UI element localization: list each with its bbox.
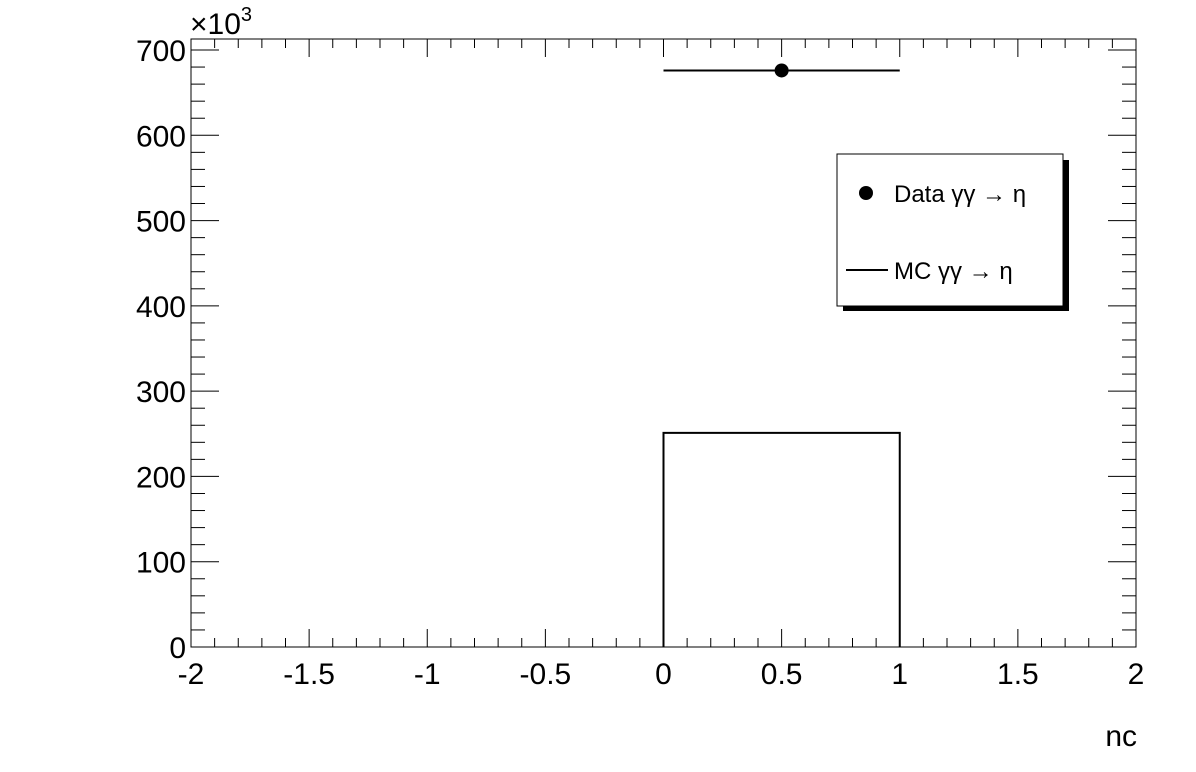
- y-tick-label: 300: [136, 376, 186, 409]
- major-ticks: [190, 39, 1137, 648]
- x-tick-label: 1: [891, 658, 908, 691]
- x-tick-label: -0.5: [520, 658, 572, 691]
- y-tick-label: 100: [136, 547, 186, 580]
- legend: Data γγ → η MC γγ → η: [836, 153, 1069, 311]
- y-tick-label: 600: [136, 120, 186, 153]
- y-tick-label: 500: [136, 206, 186, 239]
- x-tick-label: 1.5: [997, 658, 1039, 691]
- y-tick-label: 700: [136, 35, 186, 68]
- y-tick-label: 400: [136, 291, 186, 324]
- minor-ticks: [191, 39, 1136, 647]
- x-tick-label: -1: [414, 658, 441, 691]
- x-axis-label: nc: [1105, 720, 1137, 753]
- y-scale-label: ×103: [190, 4, 252, 41]
- y-scale-base: ×10: [190, 8, 241, 41]
- x-tick-label: -2: [178, 658, 205, 691]
- y-scale-exponent: 3: [241, 4, 252, 26]
- mc-histogram-bin: [662, 431, 901, 647]
- legend-mc-label: MC γγ → η: [894, 258, 1013, 285]
- series-layer: [662, 63, 901, 647]
- x-tick-label: 0.5: [761, 658, 803, 691]
- tick-labels: -2 -1.5 -1 -0.5 0 0.5 1 1.5 2 0 100 200 300 400 500 600…: [136, 35, 1144, 691]
- x-tick-label: -1.5: [283, 658, 335, 691]
- x-tick-label: 0: [655, 658, 672, 691]
- legend-box: [836, 153, 1064, 307]
- legend-data-label: Data γγ → η: [894, 181, 1026, 208]
- data-point: [774, 63, 789, 78]
- x-tick-label: 2: [1128, 658, 1145, 691]
- y-tick-label: 200: [136, 461, 186, 494]
- legend-data-marker: [859, 186, 873, 200]
- y-tick-label: 0: [169, 632, 186, 665]
